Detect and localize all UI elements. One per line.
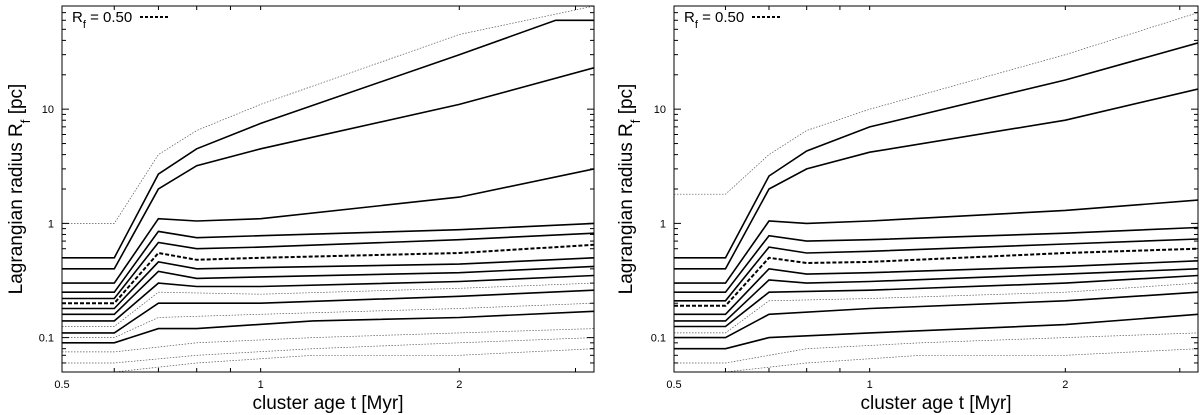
- plot-frame: [61, 5, 595, 373]
- x-axis-label: cluster age t [Myr]: [861, 393, 1012, 414]
- series-line-6: [674, 268, 1198, 322]
- series-line-5: [62, 289, 594, 334]
- y-tick-label: 1: [48, 218, 54, 230]
- series-line-9: [674, 238, 1198, 302]
- series-line-16: [62, 6, 594, 224]
- series-line-9: [62, 257, 594, 310]
- left-lagrangian-chart: 0.1 1 10 0.5 1 2 cluster age t [Myr] Lagrangian…: [6, 5, 595, 414]
- y-tick-label: 10: [654, 104, 666, 116]
- series-line-11: [62, 232, 594, 300]
- legend-label: Rf = 0.50: [684, 9, 744, 31]
- series-line-3: [62, 310, 594, 344]
- series-line-12: [674, 88, 1198, 270]
- series-line-14: [62, 67, 594, 270]
- series-line-12: [62, 222, 594, 293]
- series-line-0: [674, 348, 1198, 372]
- series-line-10: [62, 243, 594, 305]
- series-line-4: [674, 282, 1198, 334]
- series-line-15: [62, 19, 594, 259]
- y-axis-label: Lagrangian radius Rf [pc]: [616, 84, 643, 295]
- series-group: [674, 12, 1198, 372]
- x-tick-label: 2: [456, 379, 462, 391]
- series-line-2: [674, 313, 1198, 350]
- x-tick-label: 0.5: [54, 379, 69, 391]
- series-line-2: [62, 328, 594, 353]
- y-tick-label: 0.1: [651, 333, 666, 345]
- series-line-1: [62, 337, 594, 364]
- series-line-7: [62, 274, 594, 322]
- y-tick-label: 1: [660, 218, 666, 230]
- series-line-5: [674, 274, 1198, 328]
- series-line-3: [674, 291, 1198, 339]
- legend-label: Rf = 0.50: [72, 9, 132, 31]
- series-line-11: [674, 199, 1198, 284]
- right-chart-panel: 0.1 1 10 0.5 1 2 cluster age t [Myr] Lagrangian…: [600, 0, 1200, 415]
- x-tick-label: 2: [1062, 379, 1068, 391]
- x-tick-label: 1: [867, 379, 873, 391]
- series-line-10: [674, 226, 1198, 293]
- left-chart-panel: 0.1 1 10 0.5 1 2 cluster age t [Myr] Lagrangian…: [6, 5, 595, 414]
- y-axis-label: Lagrangian radius Rf [pc]: [6, 84, 33, 295]
- x-tick-label: 0.5: [666, 379, 681, 391]
- series-line-13: [674, 42, 1198, 259]
- right-lagrangian-chart: 0.1 1 10 0.5 1 2 cluster age t [Myr] Lagrangian…: [616, 5, 1199, 414]
- x-tick-label: 1: [258, 379, 264, 391]
- series-line-13: [62, 168, 594, 284]
- y-tick-label: 10: [42, 104, 54, 116]
- series-line-0: [62, 348, 594, 372]
- x-axis-label: cluster age t [Myr]: [253, 393, 404, 414]
- series-group: [62, 6, 594, 372]
- plot-frame: [673, 5, 1199, 373]
- y-tick-label: 0.1: [39, 333, 54, 345]
- series-line-8: [62, 265, 594, 316]
- series-line-8: [674, 247, 1198, 307]
- series-line-14: [674, 12, 1198, 195]
- series-line-1: [674, 332, 1198, 364]
- series-line-7: [674, 260, 1198, 316]
- series-line-4: [62, 302, 594, 338]
- series-line-6: [62, 282, 594, 327]
